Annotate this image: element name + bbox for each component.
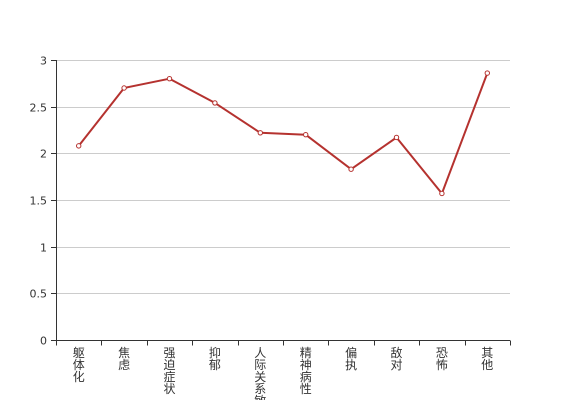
series-line [77, 72, 489, 195]
y-tick-label: 2.5 [30, 102, 48, 115]
data-point[interactable] [257, 130, 263, 136]
y-tick-label: 0.5 [30, 288, 48, 301]
y-tick-label: 2 [40, 148, 47, 161]
data-point[interactable] [439, 190, 445, 197]
label-layer: 0 0.5 1 1.5 2 2.5 3 躯体化 焦虑 强迫症状 抑郁 人际关系敏感 精神病性 偏执 敌对 恐怖… [30, 55, 494, 400]
y-tick-label: 0 [40, 335, 47, 348]
y-tick-label: 1 [40, 242, 47, 255]
data-point[interactable] [484, 70, 490, 76]
grid-layer [56, 60, 510, 294]
x-tick-label: 精神病性 [300, 346, 312, 396]
y-tick-label: 3 [40, 55, 47, 68]
x-tick-label: 恐怖 [436, 346, 448, 372]
data-point[interactable] [121, 85, 127, 91]
axis-layer [51, 60, 511, 346]
data-point[interactable] [303, 131, 309, 138]
x-tick-label: 抑郁 [209, 345, 221, 372]
data-point[interactable] [76, 143, 82, 149]
data-point[interactable] [348, 166, 354, 172]
y-tick-label: 1.5 [30, 195, 48, 208]
x-tick-label: 强迫症状 [163, 346, 175, 396]
x-tick-label: 偏执 [345, 345, 357, 372]
series-layer [76, 70, 490, 197]
x-tick-label: 焦虑 [118, 346, 130, 372]
x-tick-label: 人际关系敏感 [254, 346, 266, 400]
data-point[interactable] [393, 134, 400, 141]
data-point[interactable] [212, 100, 218, 106]
x-tick-label: 躯体化 [73, 345, 85, 384]
x-tick-label: 敌对 [390, 345, 402, 372]
x-tick-label: 其他 [481, 346, 493, 372]
data-point[interactable] [166, 75, 173, 82]
